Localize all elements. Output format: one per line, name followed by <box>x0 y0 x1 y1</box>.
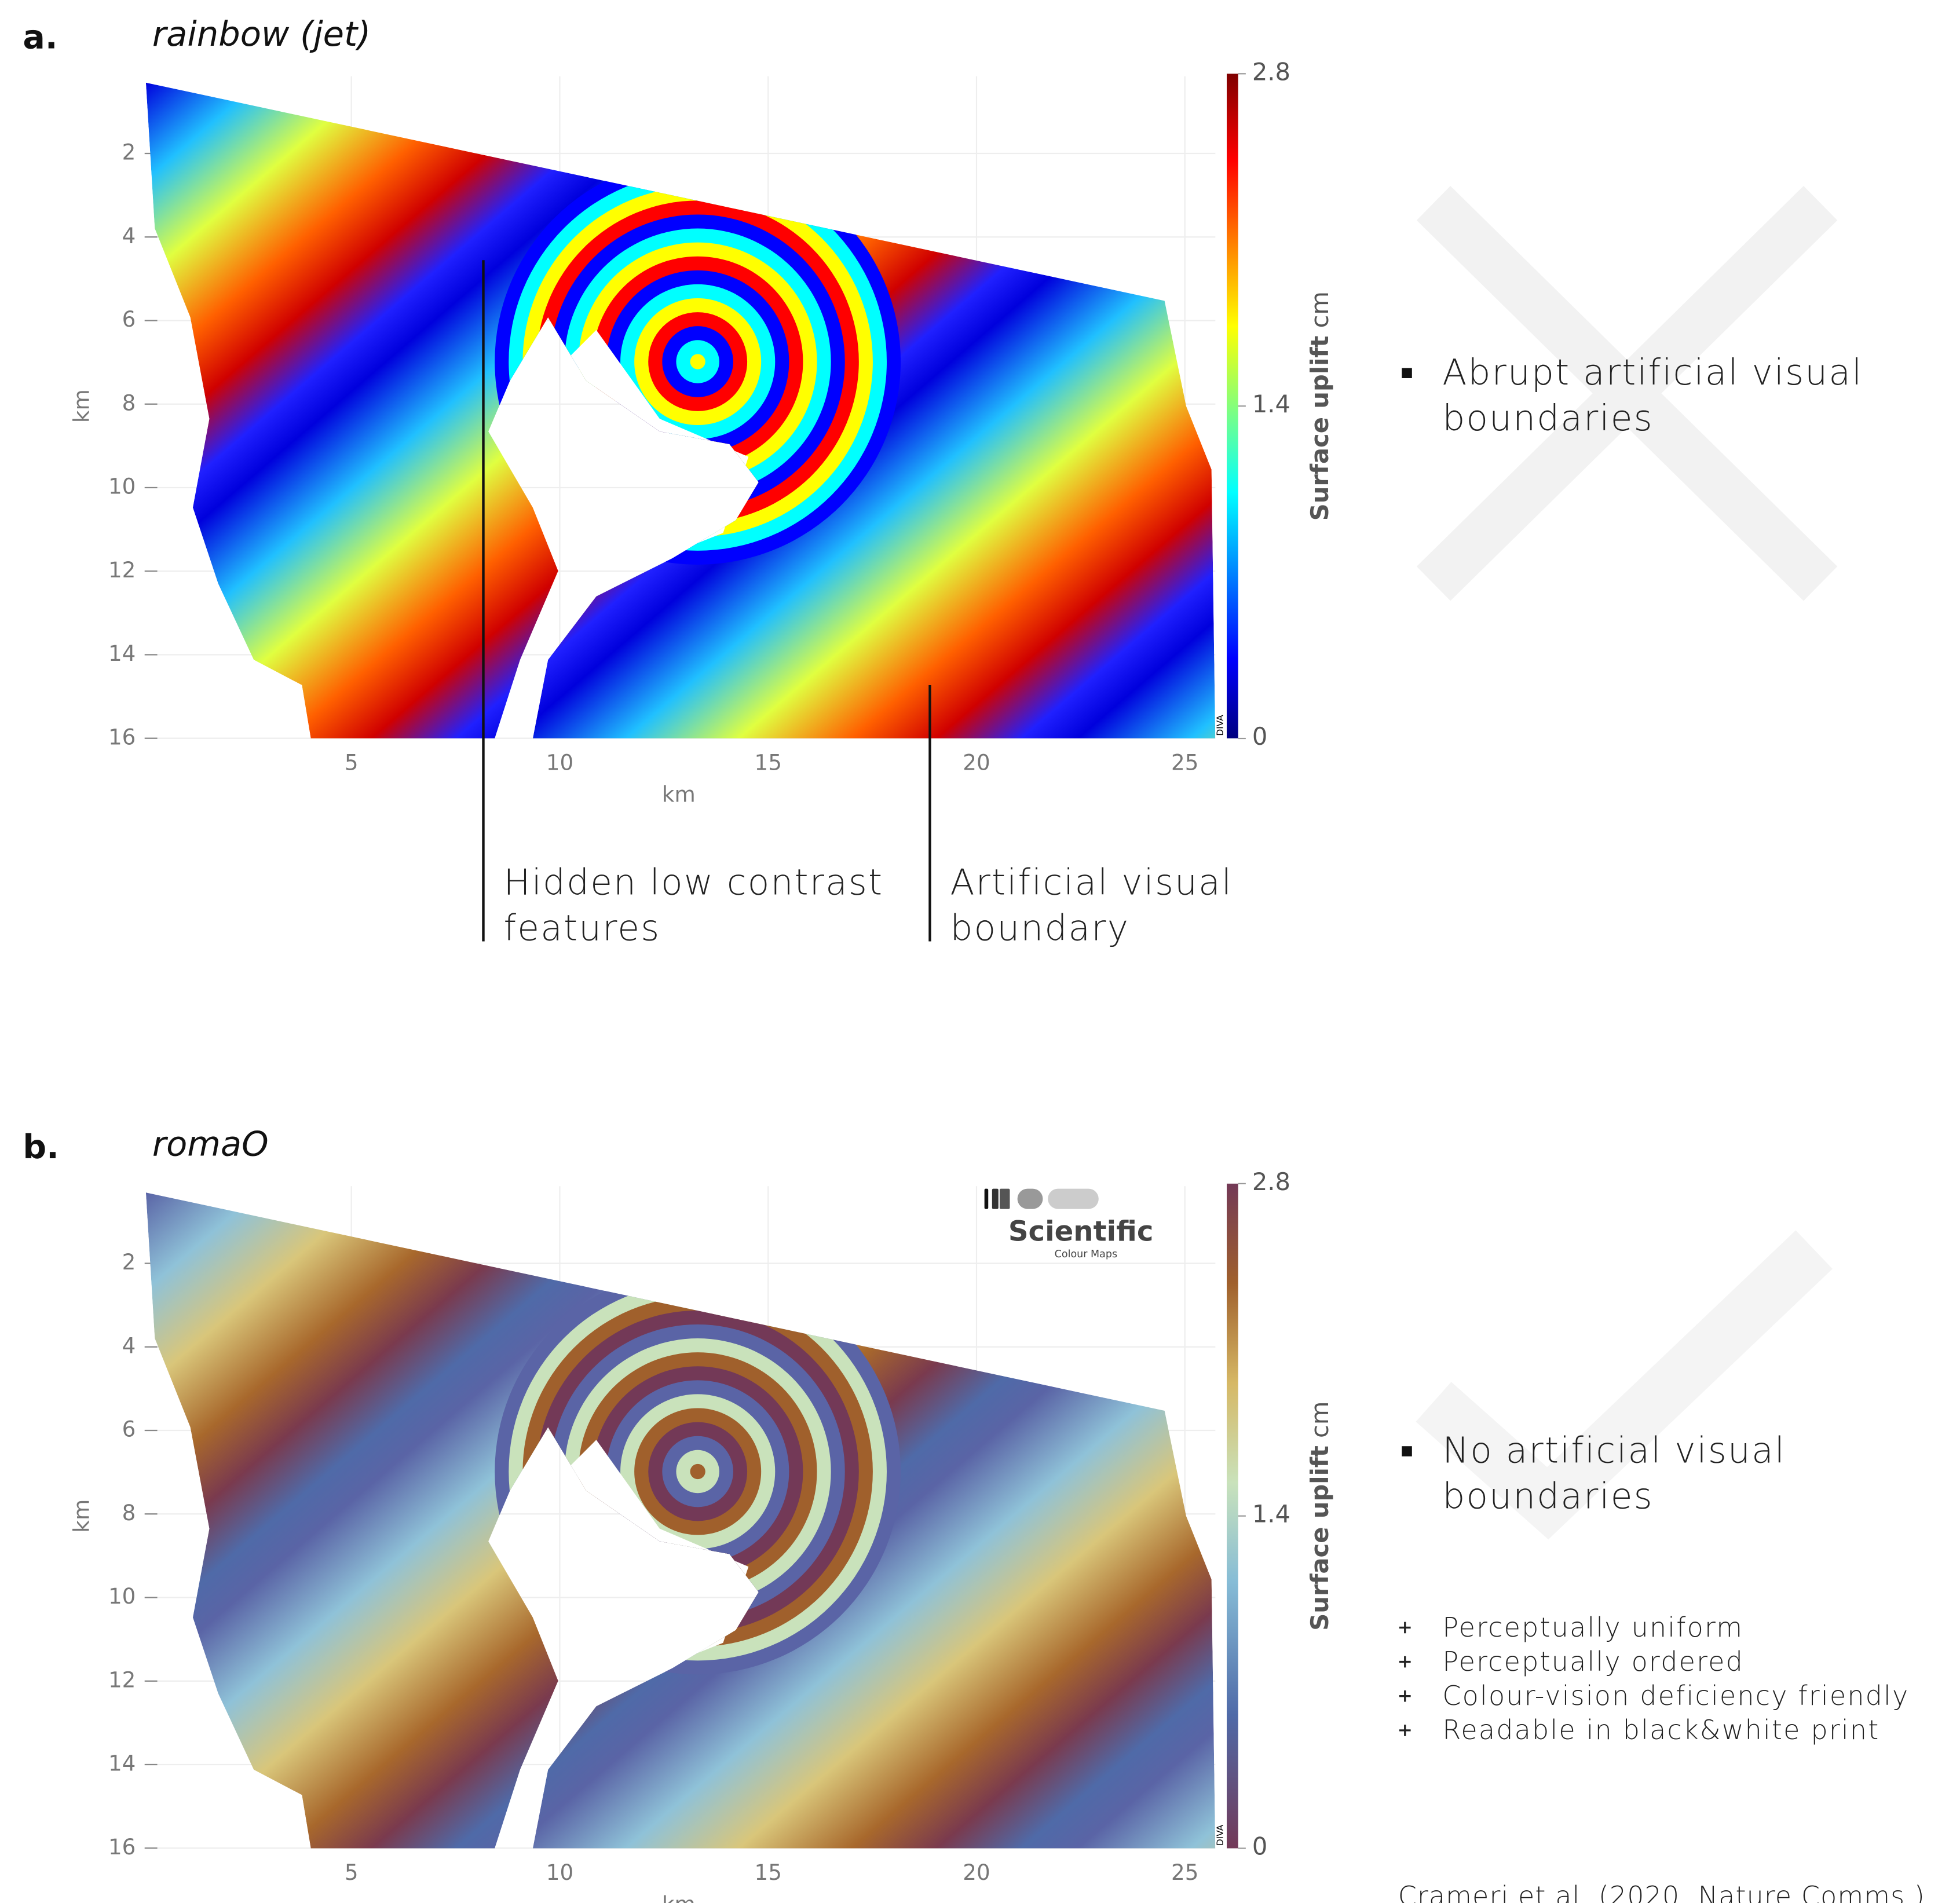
plus-mark <box>1399 1724 1411 1736</box>
y-tick-label: 16 <box>108 1834 136 1860</box>
panel-label: a. <box>23 19 57 57</box>
map <box>145 82 1216 739</box>
y-tick-label: 8 <box>122 390 136 415</box>
bullet-text: boundaries <box>1442 398 1653 439</box>
colorbar-tick-label: 0 <box>1252 722 1267 751</box>
logo-bar <box>999 1188 1010 1209</box>
x-tick-label: 15 <box>755 749 782 775</box>
y-tick-label: 12 <box>108 557 136 583</box>
plus-mark <box>1399 1690 1411 1702</box>
y-tick-label: 14 <box>108 641 136 666</box>
y-tick-label: 16 <box>108 724 136 749</box>
plus-mark <box>1399 1656 1411 1668</box>
y-tick-label: 2 <box>122 1249 136 1275</box>
colorbar-tick-label: 2.8 <box>1252 57 1290 86</box>
y-tick-label: 10 <box>108 1583 136 1609</box>
y-tick-label: 10 <box>108 474 136 499</box>
colorbar-label: Surface uplift cm <box>1306 1401 1334 1631</box>
bullet-text: boundaries <box>1442 1476 1653 1517</box>
x-tick-label: 15 <box>755 1860 782 1885</box>
y-axis-label: km <box>68 389 94 423</box>
y-tick-label: 14 <box>108 1751 136 1776</box>
y-tick-label: 4 <box>122 223 136 248</box>
panel-label: b. <box>23 1128 58 1166</box>
y-axis-label: km <box>68 1499 94 1533</box>
colorbar-unit: cm <box>1306 1401 1334 1438</box>
fringe <box>690 1463 705 1480</box>
x-tick-label: 10 <box>546 749 573 775</box>
annotation-text: Artificial visual <box>950 862 1233 903</box>
check-icon <box>1416 1230 1833 1540</box>
map <box>145 1192 1216 1849</box>
logo-name: Scientific <box>1008 1215 1154 1247</box>
x-tick-label: 5 <box>345 749 359 775</box>
list-item: Perceptually ordered <box>1442 1646 1744 1677</box>
bullet-mark <box>1402 368 1412 378</box>
credit: DIVA <box>1215 715 1225 736</box>
x-axis-label: km <box>662 1891 696 1903</box>
logo-bar <box>992 1188 999 1209</box>
panel: a. rainbow (jet) 5 10 15 20 25 2 4 6 8 10 12 14 16 km km… <box>23 14 1863 949</box>
x-tick-label: 20 <box>963 1860 990 1885</box>
colorbar-label: Surface uplift cm <box>1306 291 1334 521</box>
x-axis-label: km <box>662 782 696 807</box>
plus-mark <box>1399 1622 1411 1634</box>
logo-bar <box>1048 1188 1099 1209</box>
list-item: Readable in black&white print <box>1442 1714 1879 1745</box>
panel-title: rainbow (jet) <box>152 14 371 54</box>
colorbar-unit: cm <box>1306 291 1334 328</box>
panel: b. romaO 5 10 15 20 25 2 4 6 8 10 12 14 16 km km 0 1.4 2.8 S… <box>23 1124 1909 1903</box>
colorbar-tick-label: 2.8 <box>1252 1168 1290 1196</box>
logo-bar <box>1017 1188 1043 1209</box>
bullet-text: Abrupt artificial visual <box>1442 352 1863 393</box>
y-tick-label: 2 <box>122 140 136 165</box>
y-tick-label: 6 <box>122 1417 136 1442</box>
logo-bar <box>984 1188 989 1209</box>
list-item: Colour-vision deficiency friendly <box>1442 1680 1909 1711</box>
y-tick-label: 6 <box>122 306 136 332</box>
x-tick-label: 20 <box>963 749 990 775</box>
y-tick-label: 8 <box>122 1500 136 1525</box>
colorbar-label-name: Surface uplift <box>1306 1445 1334 1631</box>
logo-sub: Colour Maps <box>1055 1249 1118 1260</box>
x-tick-label: 10 <box>546 1860 573 1885</box>
annotation-text: features <box>504 907 661 949</box>
colorbar-tick-label: 1.4 <box>1252 1500 1290 1528</box>
credit: DIVA <box>1215 1824 1225 1846</box>
y-tick-label: 4 <box>122 1333 136 1358</box>
annotation-text: boundary <box>950 907 1130 949</box>
bullet-text: No artificial visual <box>1442 1430 1786 1472</box>
colorbar-label-name: Surface uplift <box>1306 336 1334 521</box>
colorbar <box>1227 74 1238 739</box>
y-tick-label: 12 <box>108 1667 136 1692</box>
citation: Crameri et al. (2020, Nature Comms.) <box>1398 1880 1925 1903</box>
colorbar-tick-label: 0 <box>1252 1832 1267 1861</box>
colorbar-tick-label: 1.4 <box>1252 390 1290 418</box>
panel-title: romaO <box>152 1124 269 1164</box>
fringe <box>690 354 705 369</box>
list-item: Perceptually uniform <box>1442 1612 1743 1643</box>
annotation-text: Hidden low contrast <box>504 862 884 903</box>
x-tick-label: 25 <box>1171 749 1198 775</box>
colorbar <box>1227 1183 1238 1849</box>
bullet-mark <box>1402 1446 1412 1456</box>
x-tick-label: 5 <box>345 1860 359 1885</box>
cross-icon <box>1416 186 1838 601</box>
x-tick-label: 25 <box>1171 1860 1198 1885</box>
